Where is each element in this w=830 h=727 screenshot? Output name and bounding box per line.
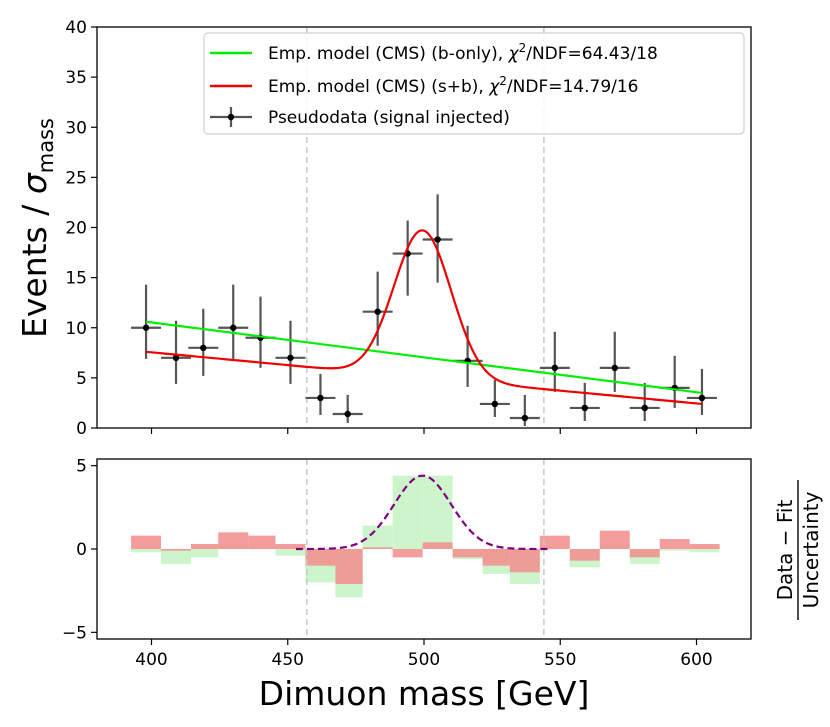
data-point <box>305 373 336 415</box>
pull-ytick-label: −5 <box>62 623 87 643</box>
data-point <box>509 394 540 426</box>
data-point <box>161 320 192 384</box>
pull-bar-sb <box>161 549 192 551</box>
data-point <box>629 382 660 421</box>
pull-bar-sb <box>482 549 510 566</box>
data-point <box>362 271 393 346</box>
pull-bar-sb <box>689 544 720 549</box>
main-ytick-label: 40 <box>65 18 87 38</box>
data-point-marker <box>491 400 499 408</box>
pull-bar-sb <box>629 549 660 558</box>
data-point-marker <box>698 394 706 402</box>
pull-bar-bonly <box>275 549 306 556</box>
data-point <box>539 331 570 392</box>
pull-bar-sb <box>335 549 363 584</box>
legend-label-1: Emp. model (CMS) (s+b), χ2/NDF=14.79/16 <box>268 74 639 97</box>
signal-shape-curve <box>295 474 550 551</box>
pull-bar-bonly <box>362 525 393 549</box>
x-axis-title: Dimuon mass [GeV] <box>259 674 590 713</box>
pull-xtick-label: 600 <box>680 650 712 670</box>
pull-bar-sb <box>422 542 453 549</box>
data-point <box>275 320 306 384</box>
data-point <box>479 379 510 417</box>
main-ytick-label: 35 <box>65 68 87 88</box>
data-point <box>332 394 363 423</box>
bonly-fit-line <box>145 320 703 395</box>
data-point-marker <box>581 404 588 412</box>
data-point <box>188 308 219 376</box>
pull-bar-sb <box>539 535 570 549</box>
data-point-marker <box>287 354 294 362</box>
pull-bar-sb <box>452 549 483 558</box>
pull-bar-bonly <box>191 549 219 558</box>
pull-bar-sb <box>248 535 276 549</box>
main-panel: 0 5 10 15 20 25 30 35 40 Emp. model (CMS) (b-only… <box>65 18 752 439</box>
pull-bar-sb <box>509 549 540 573</box>
legend-label-2: Pseudodata (signal injected) <box>268 108 510 128</box>
data-point-marker <box>611 364 618 372</box>
data-point-marker <box>344 410 351 418</box>
data-point <box>569 382 600 421</box>
data-point-marker <box>521 414 529 422</box>
data-point <box>422 194 453 283</box>
pull-bar-bonly <box>161 549 192 564</box>
pull-bar-sb <box>305 549 336 566</box>
pull-xtick-label: 400 <box>135 650 167 670</box>
data-point-marker <box>551 364 558 372</box>
main-y-axis-title: Events / σmass <box>15 118 58 338</box>
pull-bar-sb <box>275 544 306 549</box>
pull-bar-sb <box>569 549 600 561</box>
pull-bar-bonly <box>392 475 423 549</box>
legend-label-0: Emp. model (CMS) (b-only), χ2/NDF=64.43/… <box>268 41 658 64</box>
data-point-marker <box>641 404 648 412</box>
data-point-marker <box>374 308 381 315</box>
legend: Emp. model (CMS) (b-only), χ2/NDF=64.43/… <box>203 32 745 135</box>
pull-ytick-label: 0 <box>76 540 87 560</box>
data-point-marker <box>172 354 180 362</box>
data-point <box>245 296 276 368</box>
pull-bar-sb <box>599 530 630 549</box>
main-ytick-label: 0 <box>76 419 87 439</box>
svg-text:Uncertainty: Uncertainty <box>799 491 823 608</box>
data-point-marker <box>434 236 441 243</box>
svg-text:Data − Fit: Data − Fit <box>773 500 797 601</box>
pull-bar-sb <box>218 532 249 549</box>
legend-box <box>203 32 745 135</box>
pull-bar-bonly <box>131 549 162 553</box>
main-ytick-label: 25 <box>65 168 87 188</box>
pull-bar-sb <box>191 544 219 549</box>
pull-bar-sb <box>392 549 423 558</box>
pull-bar-bonly <box>689 549 720 553</box>
data-point <box>218 284 249 359</box>
main-ytick-label: 20 <box>65 219 87 239</box>
sb-fit-line <box>145 229 703 406</box>
pull-y-axis-title: Data − Fit Uncertainty <box>773 480 823 620</box>
main-ytick-label: 10 <box>65 319 87 339</box>
data-point-marker <box>230 324 237 331</box>
pull-bar-sb <box>362 547 393 549</box>
data-point-marker <box>317 394 324 402</box>
pull-bar-sb <box>131 535 162 549</box>
pull-bar-bonly <box>422 475 453 549</box>
pull-xtick-label: 500 <box>408 650 440 670</box>
pull-bar-bonly <box>659 549 690 551</box>
pull-xtick-label: 450 <box>272 650 304 670</box>
legend-marker <box>227 113 235 121</box>
main-ytick-label: 30 <box>65 118 87 138</box>
main-ytick-label: 15 <box>65 269 87 289</box>
main-ytick-label: 5 <box>76 369 87 389</box>
pull-ytick-label: 5 <box>76 457 87 477</box>
data-point-marker <box>142 324 150 331</box>
pull-panel: −5 0 5 400 450 500 550 600 <box>62 457 752 670</box>
data-point <box>452 325 483 387</box>
pull-xtick-label: 550 <box>544 650 576 670</box>
pull-bar-sb <box>659 539 690 549</box>
data-point-marker <box>200 344 207 351</box>
